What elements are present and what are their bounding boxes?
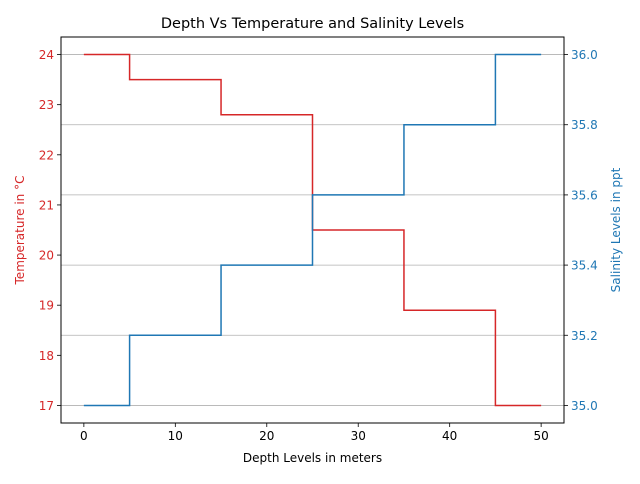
x-tick-label-4: 40: [442, 429, 457, 443]
x-tick-label-0: 0: [80, 429, 88, 443]
left-axis-label: Temperature in °C: [13, 176, 27, 286]
right-tick-label-3: 35.6: [571, 188, 598, 202]
plot-frame: [60, 36, 565, 424]
right-tick-label-4: 35.8: [571, 118, 598, 132]
x-tick-label-2: 20: [259, 429, 274, 443]
series-layer: [83, 53, 542, 407]
right-tick-label-1: 35.2: [571, 329, 598, 343]
right-tick-label-2: 35.4: [571, 259, 598, 273]
right-axis-label: Salinity Levels in ppt: [609, 167, 623, 292]
left-tick-label-0: 17: [39, 399, 54, 413]
series-line-temperature: [83, 53, 542, 407]
left-tick-label-1: 18: [39, 349, 54, 363]
left-tick-label-7: 24: [39, 48, 54, 62]
x-axis-ticks: 0 10 20 30 40 50: [80, 423, 549, 443]
left-axis-ticks: 17 18 19 20 21 22 23 24: [39, 48, 61, 413]
left-tick-label-4: 21: [39, 198, 54, 212]
series-line-salinity: [83, 53, 542, 407]
x-tick-label-1: 10: [168, 429, 183, 443]
right-tick-label-5: 36.0: [571, 48, 598, 62]
right-tick-label-0: 35.0: [571, 399, 598, 413]
left-tick-label-3: 20: [39, 249, 54, 263]
chart-title: Depth Vs Temperature and Salinity Levels: [161, 16, 464, 32]
x-axis-label: Depth Levels in meters: [243, 451, 382, 465]
left-tick-label-6: 23: [39, 98, 54, 112]
x-tick-label-3: 30: [351, 429, 366, 443]
x-tick-label-5: 50: [533, 429, 548, 443]
left-tick-label-5: 22: [39, 148, 54, 162]
right-axis-ticks: 35.0 35.2 35.4 35.6 35.8 36.0: [564, 48, 598, 413]
left-tick-label-2: 19: [39, 299, 54, 313]
